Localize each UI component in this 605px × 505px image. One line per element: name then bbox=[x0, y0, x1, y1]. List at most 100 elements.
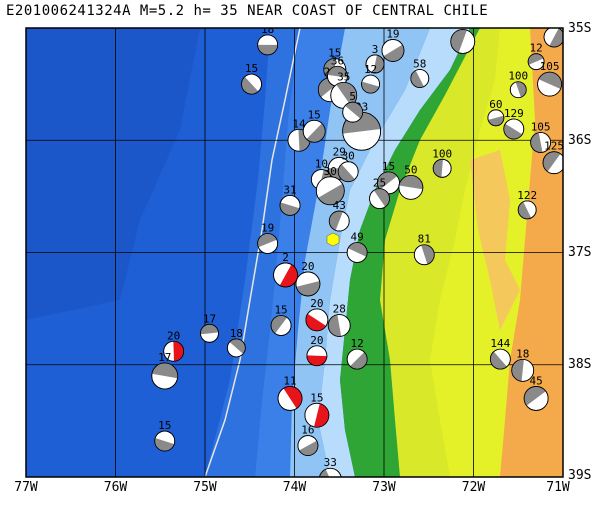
focal-mechanism: 3 bbox=[365, 43, 385, 74]
depth-label: 12 bbox=[351, 337, 364, 350]
focal-mechanism: 20 bbox=[295, 260, 321, 297]
beachball-compression bbox=[361, 81, 380, 94]
depth-label: 15 bbox=[328, 47, 341, 60]
focal-mechanism: 50 bbox=[398, 163, 424, 200]
beachball-compression bbox=[488, 115, 504, 126]
focal-mechanism: 16 bbox=[297, 424, 319, 456]
beachball-compression bbox=[398, 175, 423, 190]
beachball-compression bbox=[299, 440, 318, 456]
y-tick-35s: 35S bbox=[568, 21, 592, 36]
beachball-compression bbox=[306, 123, 326, 143]
beachball-rim bbox=[319, 467, 342, 477]
depth-label: 105 bbox=[540, 60, 560, 73]
beachball-rim bbox=[328, 210, 350, 232]
focal-mechanism: 20 bbox=[306, 334, 328, 367]
focal-mechanism: 129 bbox=[503, 107, 525, 140]
depth-label: 100 bbox=[508, 70, 528, 83]
beachball-rim bbox=[163, 340, 185, 362]
depth-label: 15 bbox=[274, 303, 287, 316]
beachball-rim bbox=[527, 53, 545, 71]
beachball-rim bbox=[369, 188, 390, 210]
depth-label: 19 bbox=[386, 27, 399, 40]
beachball-rim bbox=[530, 132, 552, 153]
beachball-compression bbox=[280, 202, 300, 216]
depth-label: 31 bbox=[283, 183, 296, 196]
beachball-rim bbox=[503, 118, 525, 140]
depth-label: 15 bbox=[547, 15, 560, 28]
beachball-rim bbox=[342, 101, 364, 123]
beachball-rim bbox=[511, 358, 535, 382]
x-tick-74w: 74W bbox=[282, 480, 307, 495]
depth-label: 129 bbox=[504, 107, 524, 120]
x-tick-73w: 73W bbox=[372, 480, 396, 495]
beachball-rim bbox=[517, 200, 537, 220]
beachball-rim bbox=[257, 34, 279, 56]
focal-mechanism: 122 bbox=[517, 189, 537, 220]
beachball-compression bbox=[528, 53, 544, 65]
beachball-compression bbox=[257, 44, 278, 55]
focal-mechanism: 14 bbox=[287, 117, 311, 152]
beachball-compression bbox=[229, 338, 246, 354]
focal-mechanism: 18 bbox=[257, 23, 279, 56]
depth-label: 12 bbox=[530, 42, 543, 55]
map-frame bbox=[25, 27, 564, 478]
beachball-rim bbox=[257, 233, 279, 254]
focal-mechanism: 30 bbox=[337, 150, 359, 183]
beachball-compression bbox=[200, 324, 219, 335]
beachball-compression bbox=[173, 341, 184, 362]
depth-label: 14 bbox=[292, 117, 306, 130]
beachball-compression bbox=[305, 313, 327, 331]
beachball-compression bbox=[151, 362, 178, 379]
depth-label: 19 bbox=[261, 222, 274, 235]
beachball-compression bbox=[271, 315, 288, 334]
beachball-compression bbox=[313, 403, 329, 428]
beachball-compression bbox=[490, 351, 507, 370]
depth-label: 55 bbox=[456, 17, 469, 30]
depth-label: 28 bbox=[333, 302, 346, 315]
beachball-compression bbox=[410, 70, 424, 88]
y-tick-39s: 39S bbox=[568, 468, 592, 483]
depth-label: 35 bbox=[337, 70, 350, 83]
x-tick-71w: 71W bbox=[546, 480, 570, 495]
beachball-rim bbox=[154, 430, 176, 452]
focal-mechanism: 15 bbox=[270, 303, 292, 336]
focal-mechanism: 19 bbox=[257, 222, 279, 254]
depth-label: 36 bbox=[331, 54, 344, 67]
depth-label: 11 bbox=[283, 374, 296, 387]
beachball-compression bbox=[348, 242, 368, 257]
depth-label: 15 bbox=[310, 391, 323, 404]
y-tick-37s: 37S bbox=[568, 245, 592, 260]
focal-mechanism: 144 bbox=[489, 337, 511, 370]
focal-mechanism: 15 bbox=[241, 62, 262, 95]
focal-mechanism: 36 bbox=[327, 54, 348, 87]
beachball-compression bbox=[241, 76, 259, 95]
beachball-rim bbox=[509, 81, 527, 99]
beachball-compression bbox=[530, 132, 543, 153]
x-tick-72w: 72W bbox=[461, 480, 486, 495]
focal-mechanism: 81 bbox=[413, 233, 435, 266]
beachball-rim bbox=[450, 29, 476, 54]
focal-mechanism: 12 bbox=[361, 63, 380, 94]
depth-label: 33 bbox=[324, 456, 337, 469]
beachball-compression bbox=[377, 171, 398, 190]
focal-mechanisms: 1815152236353191258551210510015601291051… bbox=[151, 15, 564, 477]
beachball-compression bbox=[511, 359, 524, 382]
depth-label: 18 bbox=[261, 23, 274, 36]
depth-label: 12 bbox=[364, 63, 377, 76]
ocean-abyssal bbox=[26, 28, 200, 320]
focal-mechanism: 100 bbox=[508, 70, 528, 99]
depth-label: 60 bbox=[489, 98, 502, 111]
beachball-rim bbox=[295, 271, 321, 297]
depth-label: 15 bbox=[158, 419, 171, 432]
beachball-compression bbox=[373, 55, 385, 73]
x-tick-75w: 75W bbox=[193, 480, 217, 495]
beachball-rim bbox=[226, 338, 246, 358]
beachball-compression bbox=[538, 72, 562, 90]
depth-label: 15 bbox=[382, 160, 395, 173]
depth-label: 3 bbox=[372, 43, 379, 56]
depth-label: 125 bbox=[544, 140, 564, 153]
beachball-rim bbox=[302, 119, 326, 143]
focal-mechanism: 15 bbox=[304, 391, 330, 428]
x-tick-77w: 77W bbox=[14, 480, 38, 495]
